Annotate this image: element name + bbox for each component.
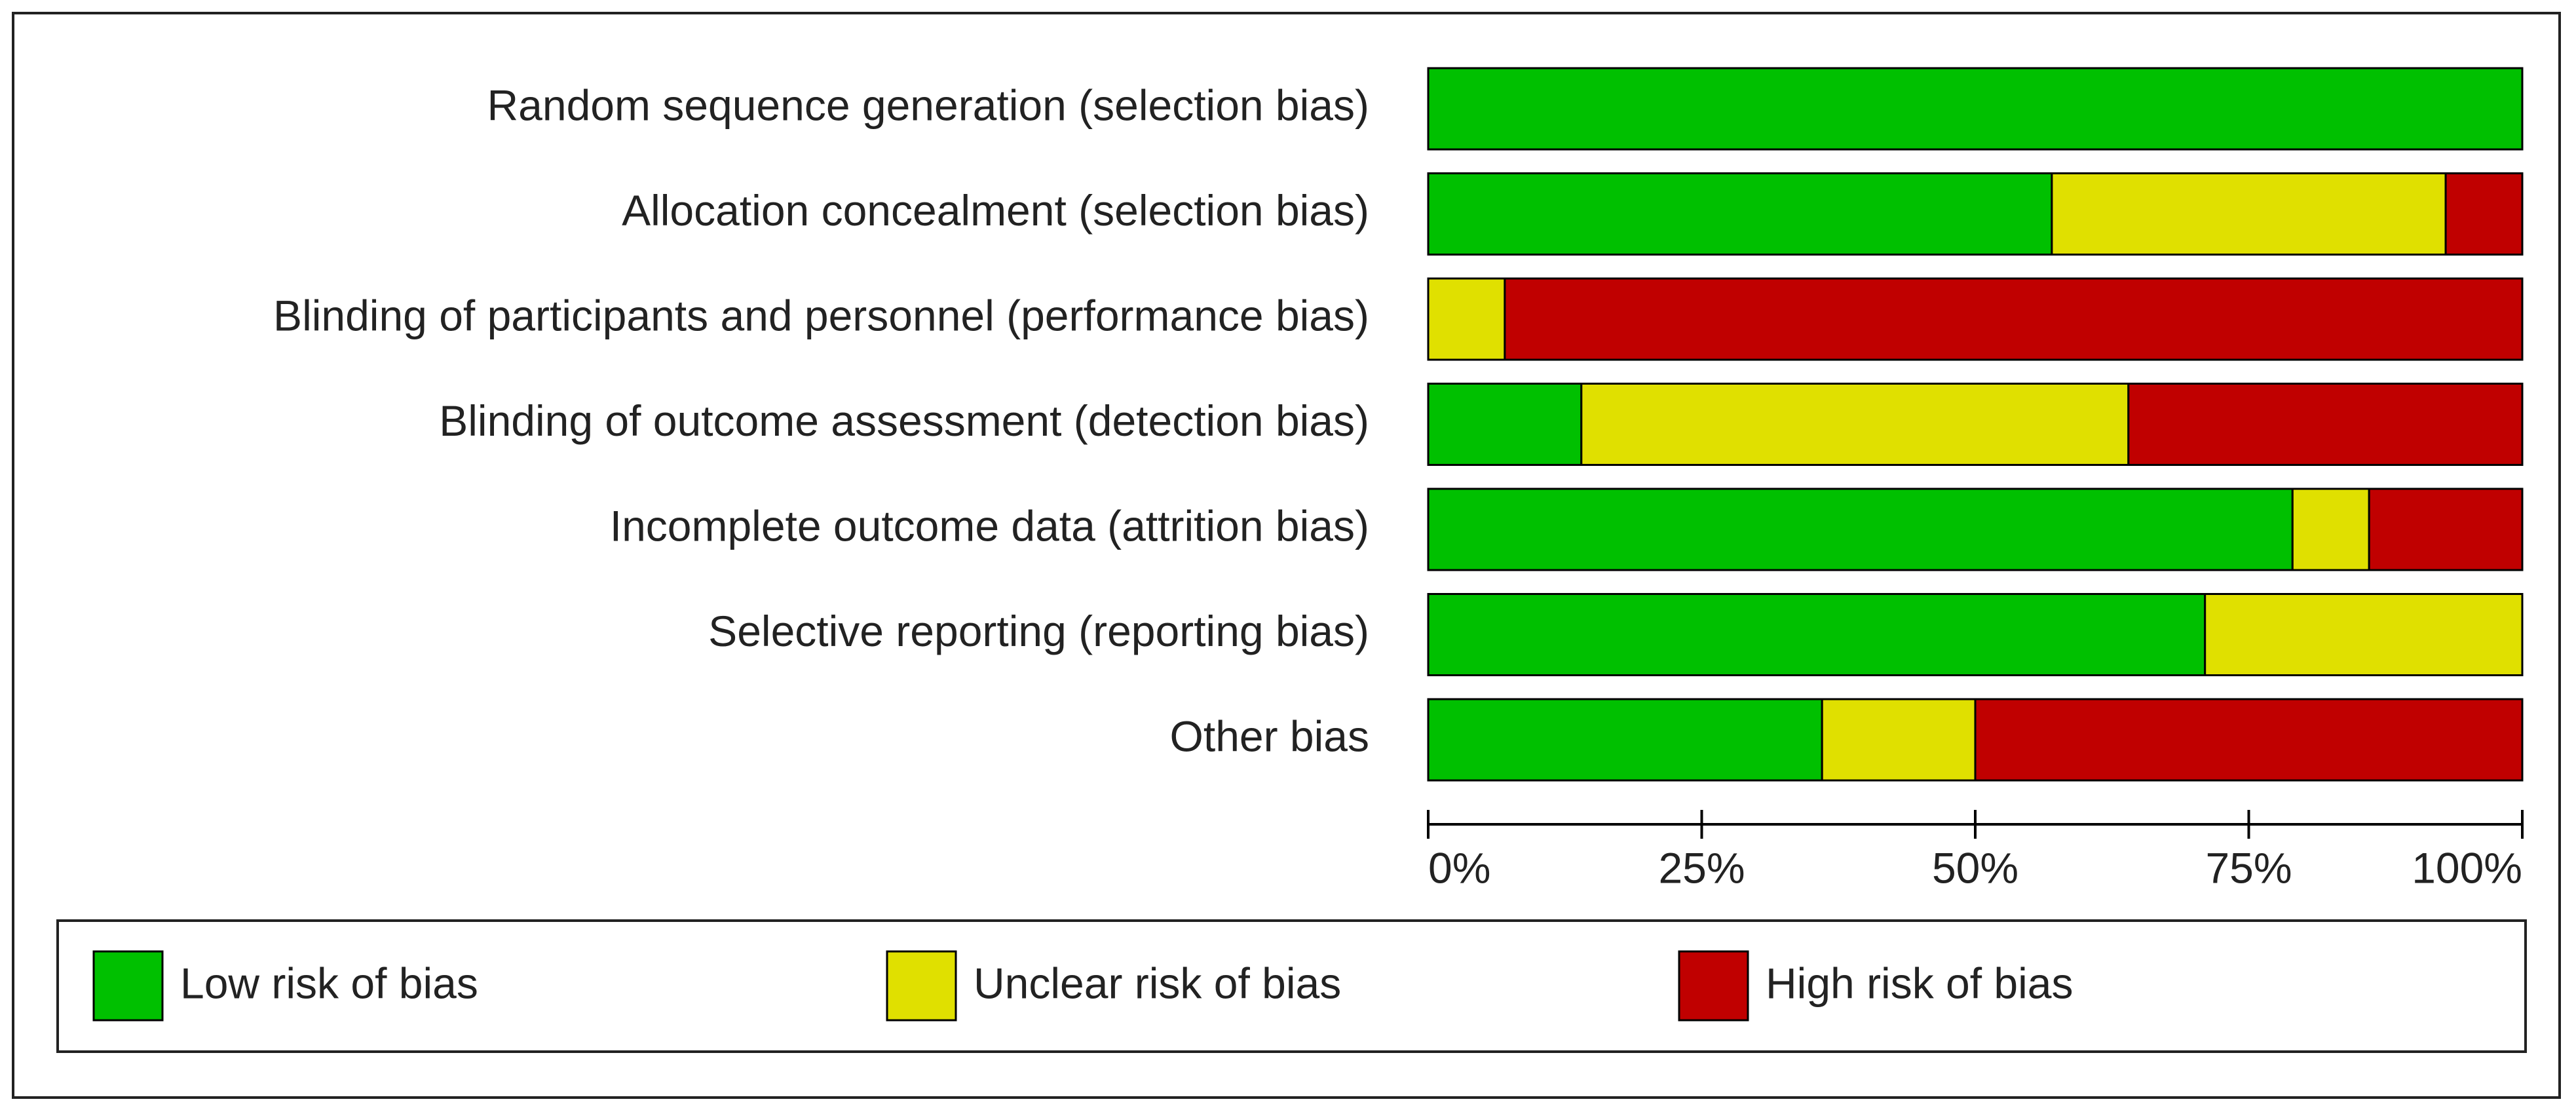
x-tick-label: 75% bbox=[2205, 843, 2292, 892]
x-tick-label: 0% bbox=[1428, 843, 1490, 892]
bar-segment bbox=[1580, 383, 2130, 466]
category-label: Other bias bbox=[1170, 712, 1369, 760]
bar-segment bbox=[2127, 383, 2524, 466]
bar-segment bbox=[1427, 172, 2053, 256]
x-tick-label: 50% bbox=[1932, 843, 2018, 892]
legend-label: Low risk of bias bbox=[180, 959, 478, 1007]
bar-segment bbox=[2291, 488, 2370, 571]
category-label: Selective reporting (reporting bias) bbox=[708, 607, 1369, 655]
bar-segment bbox=[1504, 277, 2524, 361]
bar-segment bbox=[2444, 172, 2524, 256]
bar-segment bbox=[2368, 488, 2524, 571]
bar-segment bbox=[1427, 488, 2294, 571]
category-label: Allocation concealment (selection bias) bbox=[622, 186, 1369, 235]
category-label: Blinding of participants and personnel (… bbox=[273, 291, 1369, 339]
category-label: Blinding of outcome assessment (detectio… bbox=[439, 396, 1369, 445]
category-label: Incomplete outcome data (attrition bias) bbox=[610, 501, 1369, 550]
legend-swatch bbox=[92, 950, 164, 1022]
bar-segment bbox=[1427, 698, 1823, 782]
bar-segment bbox=[2051, 172, 2447, 256]
bar-segment bbox=[1821, 698, 1977, 782]
bar-segment bbox=[1974, 698, 2524, 782]
legend-swatch bbox=[1678, 950, 1749, 1022]
x-tick-label: 25% bbox=[1658, 843, 1745, 892]
bar-segment bbox=[1427, 277, 1506, 361]
legend-swatch bbox=[886, 950, 957, 1022]
bar-segment bbox=[1427, 383, 1583, 466]
legend-label: Unclear risk of bias bbox=[974, 959, 1341, 1007]
legend-label: High risk of bias bbox=[1766, 959, 2074, 1007]
legend-box bbox=[56, 919, 2527, 1053]
bar-segment bbox=[1427, 67, 2524, 151]
bar-segment bbox=[1427, 593, 2207, 676]
category-label: Random sequence generation (selection bi… bbox=[487, 81, 1370, 129]
bar-segment bbox=[2204, 593, 2524, 676]
x-tick-label: 100% bbox=[2412, 843, 2522, 892]
